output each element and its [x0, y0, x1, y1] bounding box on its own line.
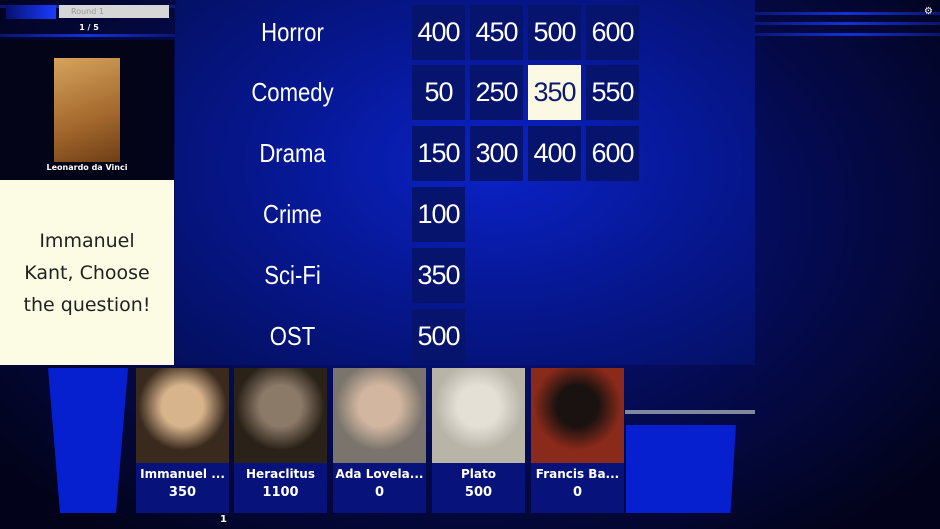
- category-horror: Horror: [261, 17, 324, 47]
- question-cell[interactable]: 50: [412, 65, 465, 120]
- turn-marker: 1: [220, 514, 227, 525]
- player-portrait: [432, 368, 525, 463]
- question-cell[interactable]: 500: [412, 309, 465, 364]
- player-podium: Immanuel ... 350: [136, 368, 229, 513]
- round-bar-fill: [6, 5, 56, 19]
- category-drama: Drama: [259, 138, 326, 168]
- player-name: Plato: [461, 467, 496, 481]
- question-cell[interactable]: 500: [528, 5, 581, 60]
- current-player-portrait: [54, 58, 120, 162]
- category-sci-fi: Sci-Fi: [264, 260, 321, 290]
- player-score: 350: [168, 485, 197, 500]
- player-portrait: [333, 368, 426, 463]
- player-score: 0: [572, 485, 583, 500]
- question-cell[interactable]: 400: [528, 126, 581, 181]
- stripe: [755, 12, 940, 15]
- question-board: [175, 0, 755, 365]
- turn-prompt: Immanuel Kant, Choose the question!: [0, 180, 174, 365]
- current-player-name: Leonardo da Vinci: [46, 163, 128, 172]
- round-progress: 1 / 5: [79, 23, 99, 32]
- player-portrait: [234, 368, 327, 463]
- player-portrait: [136, 368, 229, 463]
- question-cell[interactable]: 450: [470, 5, 523, 60]
- player-name: Immanuel ...: [140, 467, 225, 481]
- stripe: [755, 22, 940, 25]
- question-cell[interactable]: 350: [412, 248, 465, 303]
- player-podium: Ada Lovela... 0: [333, 368, 426, 513]
- stripe: [0, 34, 175, 37]
- stripe: [755, 33, 940, 36]
- question-cell[interactable]: 150: [412, 126, 465, 181]
- player-score: 1100: [262, 485, 299, 500]
- player-podium: Heraclitus 1100: [234, 368, 327, 513]
- question-cell[interactable]: 350: [528, 65, 581, 120]
- podium-left: [48, 368, 128, 513]
- player-name: Ada Lovela...: [335, 467, 424, 481]
- rail: [625, 410, 755, 414]
- category-ost: OST: [269, 321, 316, 351]
- question-cell[interactable]: 600: [586, 5, 639, 60]
- category-comedy: Comedy: [251, 77, 334, 107]
- category-crime: Crime: [263, 199, 322, 229]
- settings-button[interactable]: ⚙: [924, 6, 933, 17]
- question-cell[interactable]: 300: [470, 126, 523, 181]
- player-score: 500: [464, 485, 493, 500]
- player-portrait: [531, 368, 624, 463]
- player-name: Francis Ba...: [535, 467, 620, 481]
- question-cell[interactable]: 600: [586, 126, 639, 181]
- player-score: 0: [374, 485, 385, 500]
- question-cell[interactable]: 400: [412, 5, 465, 60]
- player-podium: Plato 500: [432, 368, 525, 513]
- player-name: Heraclitus: [246, 467, 315, 481]
- player-podium: Francis Ba... 0: [531, 368, 624, 513]
- podium-right: [626, 425, 736, 513]
- question-cell[interactable]: 250: [470, 65, 523, 120]
- round-label: Round 1: [59, 5, 169, 18]
- question-cell[interactable]: 550: [586, 65, 639, 120]
- question-cell[interactable]: 100: [412, 187, 465, 242]
- gear-icon: ⚙: [924, 6, 933, 17]
